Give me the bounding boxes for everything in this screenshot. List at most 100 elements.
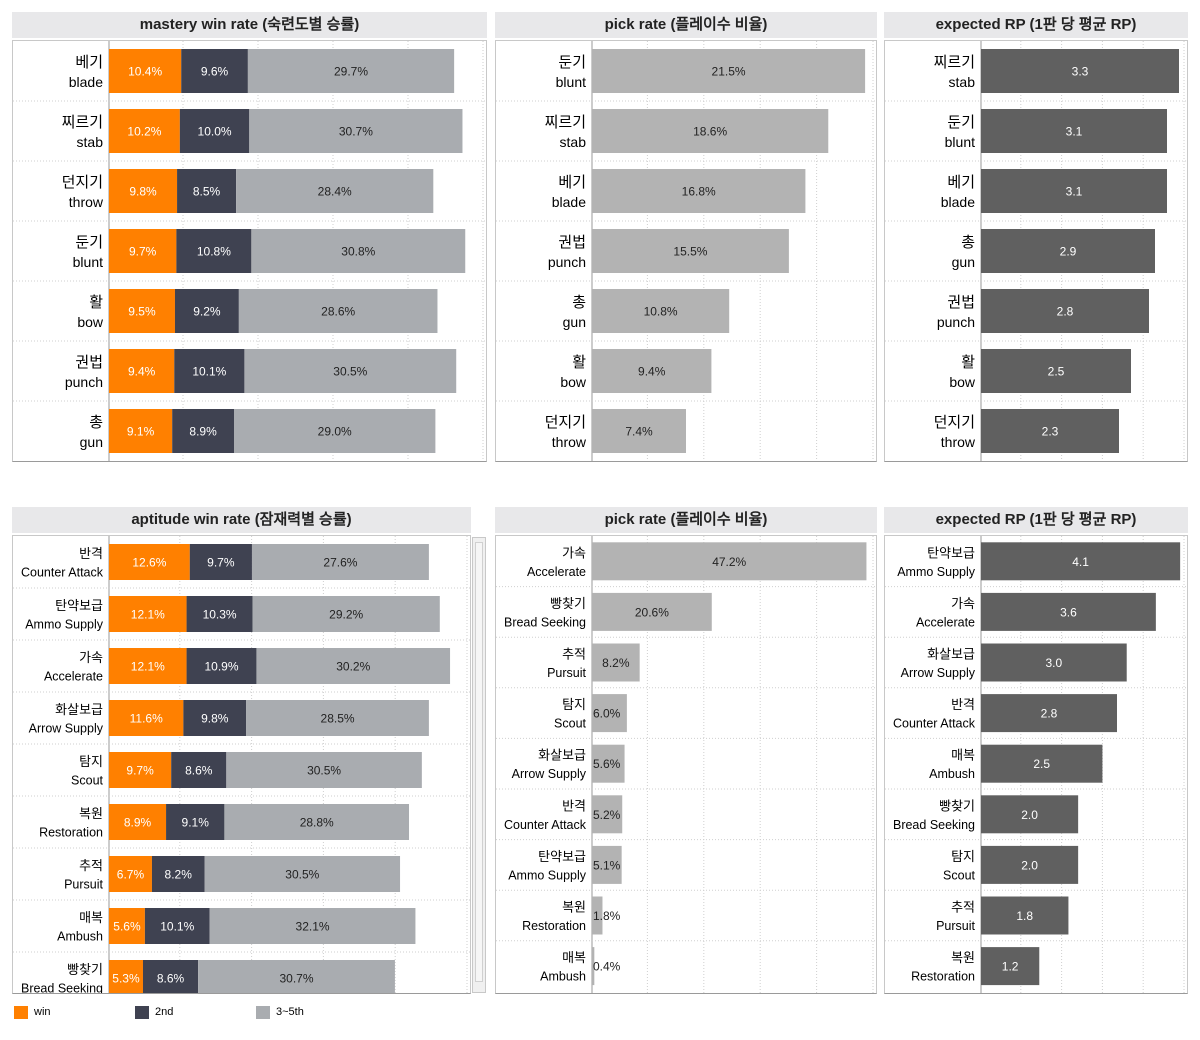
data-label: 28.4% <box>318 185 352 199</box>
bar <box>981 896 1069 935</box>
chart-aptitude-pick: 가속 Accelerate 47.2% 빵찾기 Bread Seeking 20.6% 추적… <box>496 536 876 993</box>
category-label-ko: 베기 <box>947 174 975 191</box>
data-label: 2.3 <box>1042 425 1059 439</box>
data-label: 2.5 <box>1033 757 1050 771</box>
category-label-en: Scout <box>943 868 975 882</box>
category-label-ko: 활 <box>89 294 103 311</box>
panel-aptitude-win: aptitude win rate (잠재력별 승률) 반격 Counter At… <box>12 507 471 996</box>
category-label-en: Counter Attack <box>21 566 104 580</box>
category-label-en: stab <box>560 134 587 150</box>
bar <box>981 845 1079 884</box>
category-label-en: blunt <box>556 74 586 90</box>
vertical-scrollbar[interactable] <box>472 537 486 993</box>
category-label-ko: 총 <box>961 234 975 251</box>
bar-2nd <box>179 109 250 153</box>
bar-3-5th <box>209 908 416 944</box>
bar-3-5th <box>238 289 438 333</box>
data-label: 9.4% <box>638 365 666 379</box>
data-label: 9.1% <box>127 425 155 439</box>
category-label-ko: 권법 <box>75 354 103 371</box>
bar <box>981 169 1167 213</box>
bar-2nd <box>171 752 227 788</box>
category-label-en: punch <box>65 374 103 390</box>
bar-2nd <box>181 49 248 93</box>
category-label-en: blade <box>552 194 586 210</box>
bar-3-5th <box>226 752 422 788</box>
bar-win <box>109 908 145 944</box>
data-label: 5.6% <box>113 920 141 934</box>
bar-2nd <box>183 700 247 736</box>
panel-mastery-rp: expected RP (1판 당 평균 RP) 찌르기 stab 3.3 둔기 blu… <box>884 12 1188 462</box>
data-label: 18.6% <box>693 125 727 139</box>
category-label-ko: 화살보급 <box>927 647 975 662</box>
bar <box>592 229 789 273</box>
chart-title: aptitude win rate (잠재력별 승률) <box>12 507 471 533</box>
data-label: 30.5% <box>333 365 367 379</box>
data-label: 2.0 <box>1021 808 1038 822</box>
data-label: 12.1% <box>131 608 165 622</box>
category-label-ko: 찌르기 <box>934 54 975 71</box>
bar <box>592 744 625 783</box>
bar-3-5th <box>198 960 395 996</box>
category-label-en: Ammo Supply <box>508 868 587 882</box>
category-label-en: Counter Attack <box>893 717 976 731</box>
category-label-en: stab <box>77 134 104 150</box>
category-label-ko: 추적 <box>562 647 586 662</box>
scrollbar-thumb[interactable] <box>475 542 483 982</box>
bar-win <box>109 229 177 273</box>
data-label: 6.7% <box>117 868 145 882</box>
category-label-en: Pursuit <box>547 666 586 680</box>
category-label-ko: 총 <box>89 414 103 431</box>
category-label-ko: 탄약보급 <box>927 545 975 560</box>
chart-aptitude-win: 반격 Counter Attack 12.6% 9.7% 27.6% 탄약보급 Ammo S… <box>13 536 470 996</box>
data-label: 28.6% <box>321 305 355 319</box>
data-label: 8.9% <box>189 425 217 439</box>
bar-win <box>109 856 152 892</box>
bar-2nd <box>144 908 210 944</box>
bar <box>981 744 1103 783</box>
category-label-ko: 찌르기 <box>545 114 586 131</box>
bar <box>981 229 1155 273</box>
data-label: 15.5% <box>673 245 707 259</box>
data-label: 16.8% <box>682 185 716 199</box>
data-label: 20.6% <box>635 605 669 619</box>
bar-win <box>109 648 187 684</box>
category-label-en: stab <box>949 74 976 90</box>
category-label-en: bow <box>949 374 976 390</box>
category-label-en: Scout <box>71 774 103 788</box>
bar-2nd <box>166 804 225 840</box>
category-label-en: Restoration <box>522 919 586 933</box>
category-label-en: Bread Seeking <box>21 982 103 994</box>
data-label: 1.2 <box>1002 960 1019 974</box>
category-label-ko: 추적 <box>951 900 975 915</box>
data-label: 8.5% <box>193 185 221 199</box>
data-label: 10.3% <box>203 608 237 622</box>
bar-2nd <box>174 289 239 333</box>
category-label-ko: 탄약보급 <box>55 598 103 613</box>
bar-3-5th <box>236 169 434 213</box>
data-label: 2.8 <box>1057 305 1074 319</box>
bar-2nd <box>172 409 234 453</box>
bar <box>592 109 829 153</box>
bar-3-5th <box>249 109 463 153</box>
category-label-ko: 매복 <box>951 748 975 763</box>
data-label: 7.4% <box>625 425 653 439</box>
data-label: 29.0% <box>318 425 352 439</box>
chart-title: pick rate (플레이수 비율) <box>495 12 877 38</box>
data-label: 12.1% <box>131 660 165 674</box>
bar-3-5th <box>224 804 410 840</box>
data-label: 21.5% <box>712 65 746 79</box>
bar <box>592 349 712 393</box>
legend-swatch <box>14 1006 28 1019</box>
category-label-ko: 빵찾기 <box>550 596 586 611</box>
category-label-ko: 화살보급 <box>55 702 103 717</box>
category-label-ko: 총 <box>572 294 586 311</box>
data-label: 9.8% <box>129 185 157 199</box>
bar-3-5th <box>251 544 429 580</box>
legend-label: 3~5th <box>276 1006 304 1018</box>
data-label: 2.9 <box>1060 245 1077 259</box>
category-label-en: Ammo Supply <box>897 565 976 579</box>
bar-2nd <box>186 648 257 684</box>
bar-3-5th <box>204 856 401 892</box>
category-label-ko: 둔기 <box>947 114 975 131</box>
